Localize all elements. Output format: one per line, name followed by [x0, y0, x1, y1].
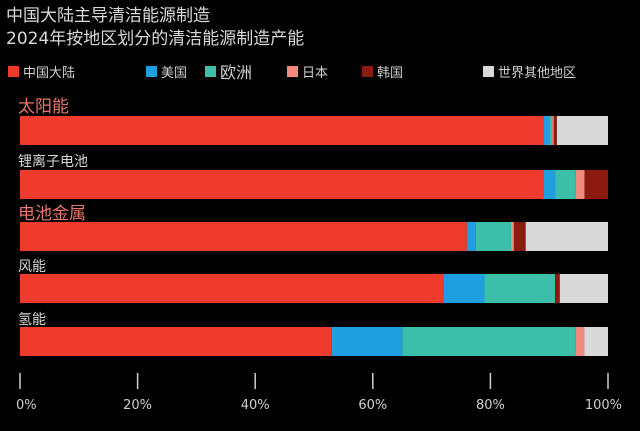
bar-segment	[553, 116, 557, 145]
bar-segment	[556, 116, 608, 145]
bar-segment	[552, 116, 554, 145]
bar-segment	[525, 222, 608, 251]
legend-label: 美国	[161, 65, 188, 81]
x-tick-label: 100%	[585, 398, 622, 413]
legend-swatch	[146, 65, 157, 77]
legend-label: 日本	[302, 65, 329, 81]
bar-segment	[555, 274, 560, 303]
bar-segment	[559, 274, 608, 303]
bar-segment	[475, 222, 511, 251]
bar-segment	[331, 327, 403, 356]
bar-segment	[510, 222, 514, 251]
chart-legend: 中国大陆 美国 欧洲 日本 韩国 世界其他地区	[0, 60, 640, 82]
legend-label: 欧洲	[220, 63, 253, 82]
category-label: 风能	[18, 259, 46, 275]
x-tick-label: 80%	[476, 398, 505, 413]
legend-label: 中国大陆	[23, 65, 76, 81]
bar-segment	[543, 170, 556, 199]
x-tick-label: 60%	[358, 398, 387, 413]
legend-swatch	[205, 65, 216, 77]
legend-item: 韩国	[362, 60, 403, 82]
legend-item: 美国	[146, 60, 187, 82]
x-tick-label: 0%	[16, 398, 37, 413]
x-tick-label: 40%	[241, 398, 270, 413]
bar-segment	[466, 222, 476, 251]
legend-swatch	[287, 65, 298, 77]
bar-segment	[575, 170, 585, 199]
legend-swatch	[362, 65, 373, 77]
legend-label: 世界其他地区	[498, 65, 577, 81]
bar-segment	[20, 170, 544, 199]
bar-segment	[543, 116, 550, 145]
bar-segment	[20, 327, 332, 356]
bar-segment	[513, 222, 526, 251]
category-label: 氢能	[18, 312, 46, 328]
legend-item: 世界其他地区	[483, 60, 576, 82]
bar-segment	[443, 274, 485, 303]
category-label: 电池金属	[18, 204, 86, 224]
legend-label: 韩国	[377, 65, 404, 81]
bar-segment	[484, 274, 556, 303]
category-label: 太阳能	[18, 97, 69, 117]
bar-segment	[402, 327, 576, 356]
bar-segment	[20, 222, 467, 251]
bar-segment	[584, 327, 608, 356]
legend-item: 日本	[287, 60, 328, 82]
legend-item: 中国大陆	[8, 60, 75, 82]
chart-subtitle: 2024年按地区划分的清洁能源制造产能	[6, 29, 305, 49]
bar-segment	[20, 116, 544, 145]
legend-swatch	[8, 65, 19, 77]
bar-segment	[20, 274, 444, 303]
category-label: 锂离子电池	[18, 153, 88, 170]
legend-item: 欧洲	[205, 60, 252, 82]
bar-segment	[555, 170, 576, 199]
legend-swatch	[483, 65, 494, 77]
bar-segment	[575, 327, 585, 356]
bar-segment	[549, 116, 553, 145]
chart-title: 中国大陆主导清洁能源制造	[6, 6, 210, 26]
x-tick-label: 20%	[123, 398, 152, 413]
bar-segment	[584, 170, 608, 199]
